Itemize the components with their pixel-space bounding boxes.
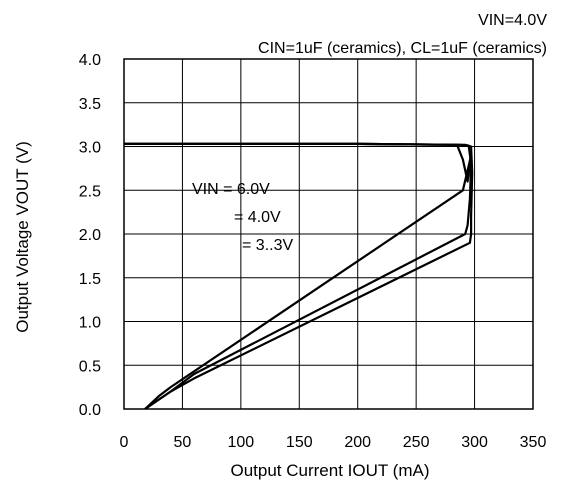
y-tick-label: 0.5 [79, 358, 101, 375]
series-line-3 [124, 142, 474, 410]
x-tick-label: 100 [228, 434, 255, 451]
y-tick-label: 4.0 [79, 52, 101, 69]
series-line-2 [124, 142, 473, 410]
x-tick-label: 250 [403, 434, 430, 451]
x-tick-label: 350 [520, 434, 547, 451]
series-group [124, 142, 474, 410]
annotation-vin-6v: VIN = 6.0V [192, 181, 270, 198]
y-axis-label: Output Voltage VOUT (V) [13, 141, 32, 333]
x-tick-label: 300 [461, 434, 488, 451]
y-tick-label: 1.5 [79, 271, 101, 288]
y-tick-label: 3.5 [79, 96, 101, 113]
annotation-vin-3v3: = 3..3V [242, 237, 293, 254]
x-axis-label: Output Current IOUT (mA) [230, 461, 429, 480]
x-tick-label: 50 [174, 434, 192, 451]
series-line-1 [124, 142, 473, 410]
x-tick-label: 0 [120, 434, 129, 451]
y-tick-label: 2.0 [79, 227, 101, 244]
x-tick-label: 200 [344, 434, 371, 451]
tick-labels: 0 50 100 150 200 250 300 350 0.0 0.5 1.0 1.5 2.0 2.5 3… [79, 52, 547, 451]
y-tick-label: 1.0 [79, 315, 101, 332]
chart-title: VIN=4.0V [478, 12, 547, 29]
y-tick-label: 0.0 [79, 402, 101, 419]
chart-subtitle: CIN=1uF (ceramics), CL=1uF (ceramics) [258, 40, 547, 57]
x-tick-label: 150 [286, 434, 313, 451]
annotation-vin-4v: = 4.0V [234, 209, 281, 226]
y-tick-label: 3.0 [79, 140, 101, 157]
plot-frame [123, 58, 534, 410]
y-tick-label: 2.5 [79, 183, 101, 200]
